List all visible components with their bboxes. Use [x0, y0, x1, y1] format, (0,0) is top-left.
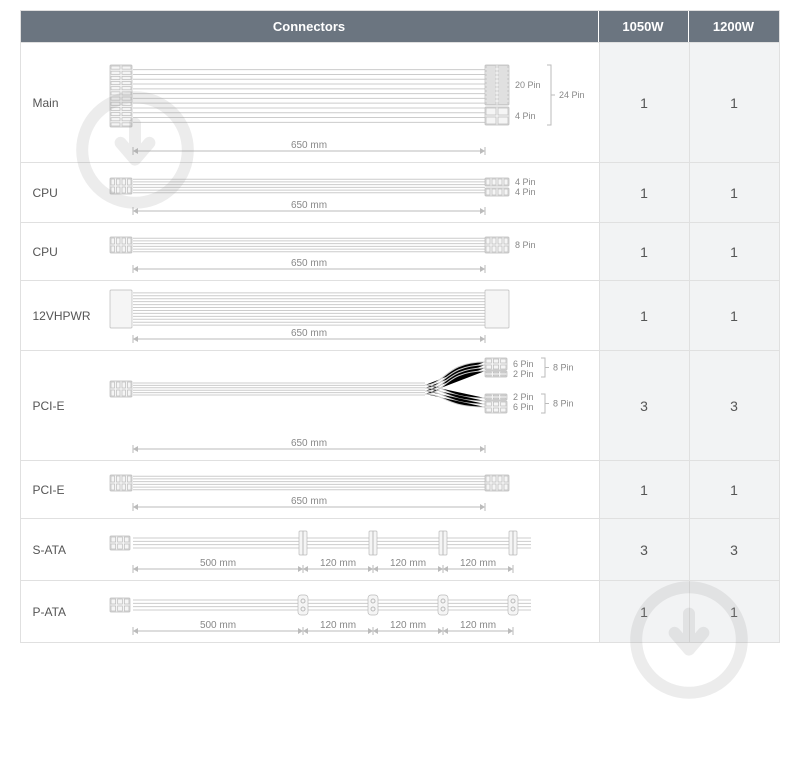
svg-text:120 mm: 120 mm	[459, 620, 495, 631]
count-cell: 1	[599, 281, 689, 350]
count-cell: 1	[689, 163, 779, 222]
svg-text:20 Pin: 20 Pin	[515, 80, 541, 90]
count-cell: 3	[689, 351, 779, 460]
svg-text:6 Pin: 6 Pin	[513, 402, 534, 412]
row-label: Main	[21, 43, 101, 162]
svg-text:500 mm: 500 mm	[199, 620, 235, 631]
svg-text:650 mm: 650 mm	[290, 328, 326, 339]
count-cell: 1	[689, 43, 779, 162]
count-cell: 3	[599, 351, 689, 460]
count-cell: 1	[599, 581, 689, 642]
table-row: Main 20 Pin 4 Pin 24 Pin 650 mm 11	[21, 42, 779, 162]
table-row: CPU 8 Pin 650 mm 11	[21, 222, 779, 280]
row-label: PCI-E	[21, 461, 101, 518]
svg-text:120 mm: 120 mm	[319, 620, 355, 631]
row-label: S-ATA	[21, 519, 101, 580]
count-cell: 1	[689, 581, 779, 642]
count-cell: 1	[689, 223, 779, 280]
row-label: CPU	[21, 163, 101, 222]
row-label: P-ATA	[21, 581, 101, 642]
svg-text:8 Pin: 8 Pin	[553, 362, 574, 372]
count-cell: 1	[599, 461, 689, 518]
count-cell: 1	[599, 163, 689, 222]
count-cell: 1	[599, 43, 689, 162]
svg-text:650 mm: 650 mm	[290, 200, 326, 211]
count-cell: 3	[689, 519, 779, 580]
cable-diagram: 500 mm 120 mm 120 mm 120 mm	[101, 519, 599, 580]
header-1200w: 1200W	[689, 11, 779, 42]
svg-text:4 Pin: 4 Pin	[515, 111, 536, 121]
svg-text:500 mm: 500 mm	[199, 558, 235, 569]
cable-diagram: 8 Pin 650 mm	[101, 223, 599, 280]
svg-text:120 mm: 120 mm	[389, 558, 425, 569]
cable-diagram: 6 Pin2 Pin8 Pin2 Pin6 Pin8 Pin650 mm	[101, 351, 599, 460]
svg-text:120 mm: 120 mm	[319, 558, 355, 569]
svg-text:650 mm: 650 mm	[290, 496, 326, 507]
row-label: PCI-E	[21, 351, 101, 460]
cable-diagram: 650 mm	[101, 461, 599, 518]
table-row: S-ATA 500 mm 120 mm 120 mm 120 mm 33	[21, 518, 779, 580]
table-header: Connectors 1050W 1200W	[21, 11, 779, 42]
cable-diagram: 20 Pin 4 Pin 24 Pin 650 mm	[101, 43, 599, 162]
cable-diagram: 500 mm 120 mm 120 mm 120 mm	[101, 581, 599, 642]
svg-text:6 Pin: 6 Pin	[513, 359, 534, 369]
header-connectors: Connectors	[21, 11, 599, 42]
cable-diagram: 650 mm	[101, 281, 599, 350]
count-cell: 1	[599, 223, 689, 280]
table-row: PCI-E 650 mm 11	[21, 460, 779, 518]
svg-text:650 mm: 650 mm	[290, 258, 326, 269]
svg-text:120 mm: 120 mm	[459, 558, 495, 569]
table-row: PCI-E6 Pin2 Pin8 Pin2 Pin6 Pin8 Pin650 m…	[21, 350, 779, 460]
count-cell: 1	[689, 281, 779, 350]
svg-text:650 mm: 650 mm	[290, 140, 326, 151]
table-row: CPU 4 Pin4 Pin 650 mm 11	[21, 162, 779, 222]
svg-text:120 mm: 120 mm	[389, 620, 425, 631]
svg-text:2 Pin: 2 Pin	[513, 392, 534, 402]
header-1050w: 1050W	[599, 11, 689, 42]
count-cell: 1	[689, 461, 779, 518]
svg-text:4 Pin: 4 Pin	[515, 187, 536, 197]
cable-diagram: 4 Pin4 Pin 650 mm	[101, 163, 599, 222]
svg-text:8 Pin: 8 Pin	[515, 240, 536, 250]
table-row: P-ATA 500 mm 120 mm 120 mm 120 mm 11	[21, 580, 779, 642]
svg-text:8 Pin: 8 Pin	[553, 398, 574, 408]
svg-text:24 Pin: 24 Pin	[559, 90, 585, 100]
row-label: CPU	[21, 223, 101, 280]
table-row: 12VHPWR 650 mm 11	[21, 280, 779, 350]
row-label: 12VHPWR	[21, 281, 101, 350]
count-cell: 3	[599, 519, 689, 580]
connectors-table: Connectors 1050W 1200W Main 20 Pin 4 Pin 24…	[20, 10, 780, 643]
svg-text:650 mm: 650 mm	[290, 438, 326, 449]
svg-text:4 Pin: 4 Pin	[515, 177, 536, 187]
svg-text:2 Pin: 2 Pin	[513, 369, 534, 379]
